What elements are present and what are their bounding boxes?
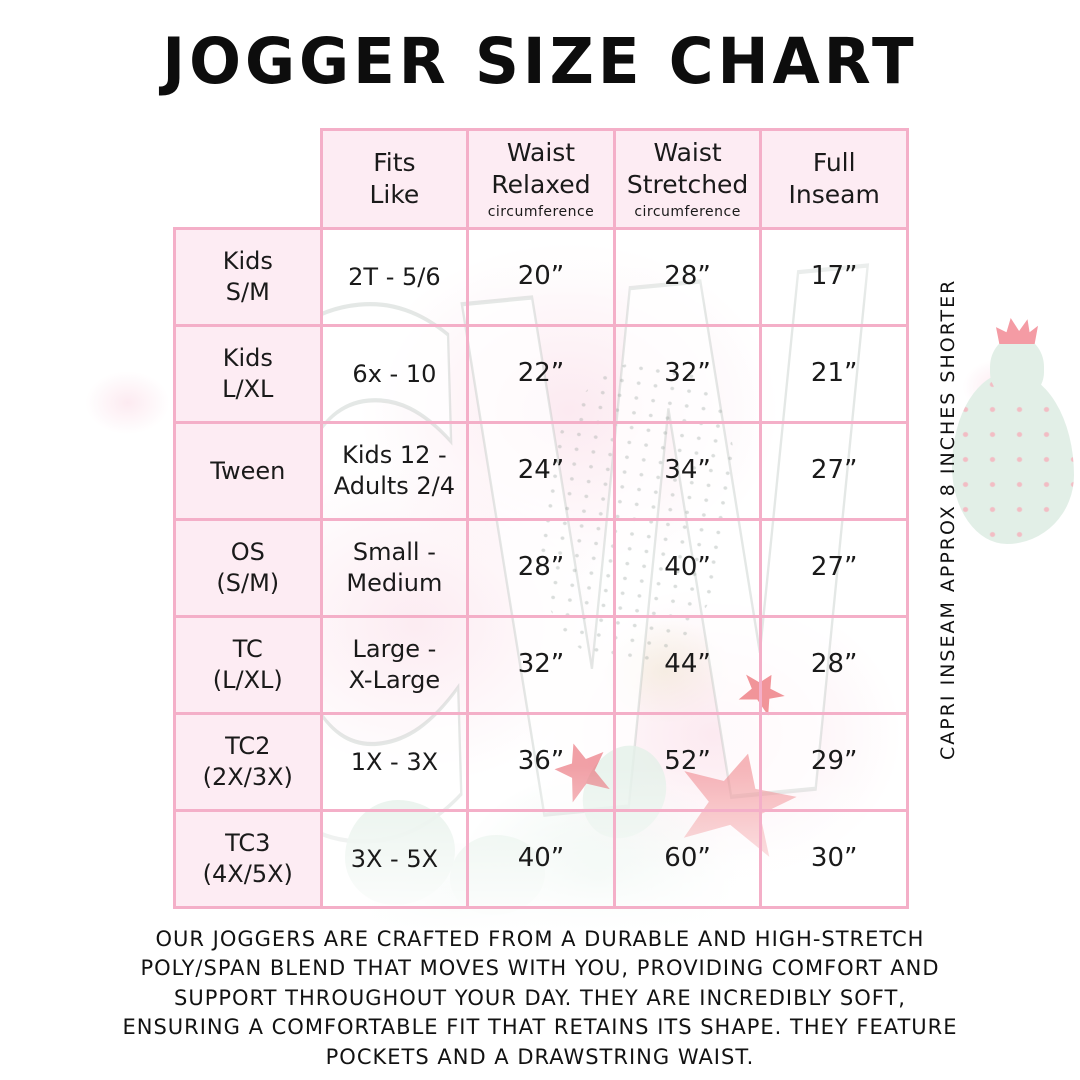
fits-like-cell: 6x - 10 — [319, 324, 470, 424]
table-row-os: OS (S/M) Small - Medium 28” 40” 27” — [173, 518, 909, 618]
row-label: Tween — [173, 421, 323, 521]
table-row-tween: Tween Kids 12 - Adults 2/4 24” 34” 27” — [173, 421, 909, 521]
waist-stretched-cell: 32” — [612, 324, 763, 424]
full-inseam-cell: 30” — [759, 809, 909, 909]
row-label: TC (L/XL) — [173, 615, 323, 715]
table-row-tc3: TC3 (4X/5X) 3X - 5X 40” 60” 30” — [173, 809, 909, 909]
full-inseam-cell: 27” — [759, 518, 909, 618]
full-inseam-cell: 17” — [759, 227, 909, 327]
waist-relaxed-cell: 36” — [466, 712, 616, 812]
header-row: Fits Like Waist Relaxed circumference Wai… — [174, 128, 909, 230]
page-title: JOGGER SIZE CHART — [162, 24, 918, 99]
table-row-kids-lxl: Kids L/XL 6x - 10 22” 32” 21” — [173, 324, 909, 424]
waist-stretched-cell: 28” — [612, 227, 763, 327]
full-inseam-cell: 28” — [759, 615, 909, 715]
column-header-fits-like: Fits Like — [319, 128, 470, 230]
waist-relaxed-cell: 40” — [466, 809, 616, 909]
full-inseam-cell: 27” — [759, 421, 909, 521]
fits-like-cell: Large - X-Large — [319, 615, 470, 715]
table-row-kids-sm: Kids S/M 2T - 5/6 20” 28” 17” — [173, 227, 909, 327]
table-row-tc2: TC2 (2X/3X) 1X - 3X 36” 52” 29” — [173, 712, 909, 812]
full-inseam-cell: 21” — [759, 324, 909, 424]
column-header-title: Waist Stretched — [626, 137, 749, 199]
fits-like-cell: 3X - 5X — [319, 809, 470, 909]
row-label: TC2 (2X/3X) — [173, 712, 323, 812]
fits-like-cell: 2T - 5/6 — [319, 227, 470, 327]
waist-relaxed-cell: 28” — [466, 518, 616, 618]
waist-stretched-cell: 60” — [612, 809, 763, 909]
column-header-subtitle: circumference — [487, 203, 595, 220]
waist-relaxed-cell: 32” — [466, 615, 616, 715]
fits-like-cell: 1X - 3X — [319, 712, 470, 812]
row-label: Kids S/M — [173, 227, 323, 327]
capri-inseam-note: CAPRI INSEAM APPROX 8 INCHES SHORTER — [937, 278, 959, 761]
waist-relaxed-cell: 20” — [466, 227, 616, 327]
column-header-waist-stretched: Waist Stretched circumference — [612, 128, 763, 230]
row-label: Kids L/XL — [173, 324, 323, 424]
waist-stretched-cell: 34” — [612, 421, 763, 521]
column-header-waist-relaxed: Waist Relaxed circumference — [466, 128, 616, 230]
row-label: OS (S/M) — [173, 518, 323, 618]
column-header-title: Full Inseam — [788, 148, 880, 209]
product-description: OUR JOGGERS ARE CRAFTED FROM A DURABLE A… — [122, 927, 958, 1069]
fits-like-cell: Kids 12 - Adults 2/4 — [319, 421, 470, 521]
corner-cell — [174, 129, 322, 229]
fits-like-cell: Small - Medium — [319, 518, 470, 618]
waist-relaxed-cell: 24” — [466, 421, 616, 521]
column-header-full-inseam: Full Inseam — [759, 128, 909, 230]
column-header-title: Waist Relaxed — [491, 137, 591, 199]
waist-stretched-cell: 52” — [612, 712, 763, 812]
waist-relaxed-cell: 22” — [466, 324, 616, 424]
column-header-subtitle: circumference — [634, 203, 741, 220]
cactus-flower-icon — [996, 318, 1038, 344]
cactus-head — [990, 336, 1044, 398]
size-chart-table: Fits Like Waist Relaxed circumference Wai… — [173, 128, 909, 909]
column-header-title: Fits Like — [369, 148, 420, 209]
row-label: TC3 (4X/5X) — [173, 809, 323, 909]
waist-stretched-cell: 40” — [612, 518, 763, 618]
table-row-tc: TC (L/XL) Large - X-Large 32” 44” 28” — [173, 615, 909, 715]
full-inseam-cell: 29” — [759, 712, 909, 812]
waist-stretched-cell: 44” — [612, 615, 763, 715]
